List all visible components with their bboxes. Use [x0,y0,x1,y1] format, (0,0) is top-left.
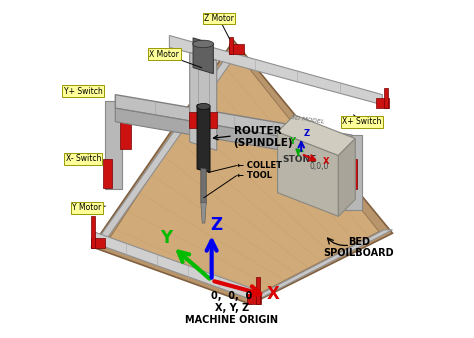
Polygon shape [251,230,392,299]
Polygon shape [95,49,240,243]
Ellipse shape [193,40,214,48]
Text: MACHINE ORIGIN: MACHINE ORIGIN [185,315,278,325]
Polygon shape [103,159,112,188]
Polygon shape [189,112,218,128]
Text: X+ Switch: X+ Switch [342,117,382,126]
Polygon shape [345,159,357,189]
Text: X: X [322,157,329,166]
Polygon shape [120,118,130,149]
Polygon shape [115,108,352,162]
Polygon shape [197,105,210,172]
Polygon shape [190,52,217,150]
Polygon shape [193,38,213,74]
Polygon shape [278,132,338,216]
Text: Y: Y [289,137,295,146]
Text: X, Y, Z: X, Y, Z [215,303,249,313]
Text: Y Motor: Y Motor [72,203,101,212]
Polygon shape [91,216,95,248]
Polygon shape [104,101,122,189]
Text: ROUTER
(SPINDLE): ROUTER (SPINDLE) [234,126,293,148]
Polygon shape [247,294,261,304]
Ellipse shape [197,103,210,110]
Polygon shape [228,44,244,54]
Polygon shape [228,37,233,54]
Polygon shape [338,139,356,216]
Text: Y+ Switch: Y+ Switch [64,87,102,96]
Polygon shape [169,35,383,105]
Polygon shape [201,168,206,204]
Text: X: X [267,285,280,303]
Text: STONE: STONE [283,155,317,164]
Text: 3D MODEL: 3D MODEL [291,115,325,125]
Text: Z Motor: Z Motor [204,14,234,23]
Polygon shape [91,41,392,304]
Polygon shape [105,49,379,298]
Text: Y: Y [160,229,172,247]
Polygon shape [278,115,356,155]
Polygon shape [345,135,362,210]
Polygon shape [201,203,206,223]
Polygon shape [255,277,260,304]
Text: 0,  0,  0: 0, 0, 0 [211,291,253,301]
Text: BED
SPOILBOARD: BED SPOILBOARD [323,237,394,258]
Polygon shape [375,98,389,108]
Polygon shape [115,95,352,149]
Polygon shape [384,88,388,108]
Text: Z: Z [303,128,310,138]
Text: X Motor: X Motor [149,50,179,58]
Polygon shape [91,238,105,248]
Text: Z: Z [210,216,223,234]
Polygon shape [95,232,251,299]
Text: 0,0,0: 0,0,0 [310,162,329,171]
Text: X- Switch: X- Switch [65,154,101,163]
Text: ← TOOL: ← TOOL [237,171,272,180]
Text: ← COLLET: ← COLLET [237,161,282,170]
